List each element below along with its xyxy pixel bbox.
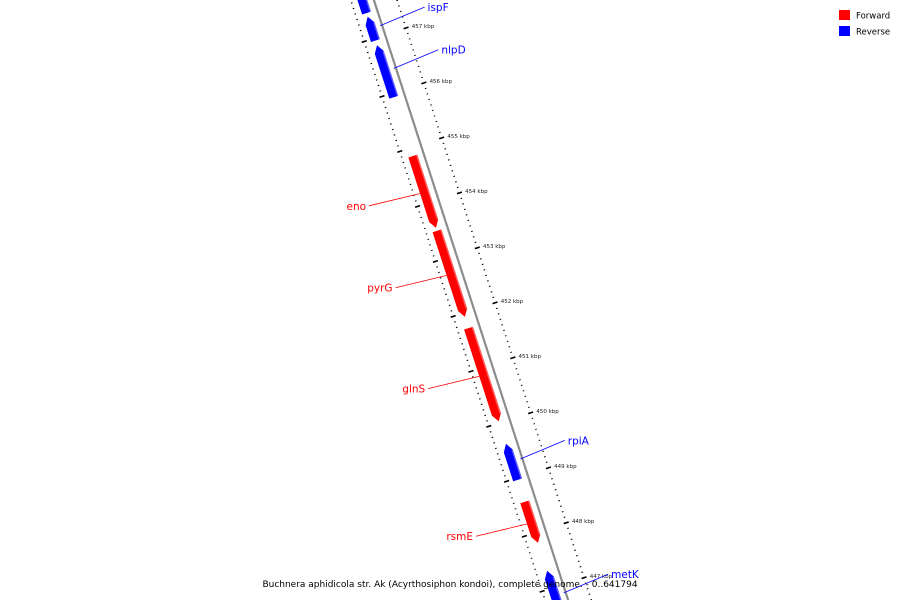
gene-label-eno[interactable]: eno (346, 201, 366, 213)
legend-label-forward: Forward (856, 12, 890, 22)
tick-label: 455 kbp (447, 134, 470, 140)
major-tick (414, 204, 421, 209)
legend-item-reverse: Reverse (839, 26, 890, 38)
gene-bar-glnS[interactable] (463, 325, 502, 423)
gene-eno[interactable] (407, 153, 439, 229)
tick-layer (350, 0, 593, 600)
gene-glnS[interactable] (463, 325, 502, 423)
tick-label: 450 kbp (536, 409, 559, 415)
major-tick (474, 246, 480, 250)
gene-label-rpiA[interactable]: rpiA (568, 435, 590, 447)
legend-label-reverse: Reverse (856, 28, 890, 38)
tick-label: 456 kbp (430, 79, 453, 85)
legend-swatch-reverse (839, 26, 850, 36)
gene-bar-rsmE[interactable] (519, 499, 541, 544)
gene-leader-rpiA (520, 439, 565, 460)
gene-bar-nlpD[interactable] (374, 44, 399, 100)
gene-highlight (511, 449, 523, 480)
tick-label: 449 kbp (554, 464, 577, 470)
tick-label: 452 kbp (501, 299, 524, 305)
major-tick (456, 191, 463, 195)
major-tick (432, 259, 439, 263)
backbone-layer (372, 0, 570, 600)
gene-bar-ispF[interactable] (364, 15, 381, 43)
gene-label-ispF[interactable]: ispF (428, 2, 449, 14)
gene-metK[interactable] (544, 569, 569, 600)
gene-bar-metK[interactable] (544, 569, 569, 600)
gene-leader-metK (563, 573, 609, 594)
gene-highlight (382, 50, 399, 97)
gene-leader-pyrG (395, 275, 447, 289)
tick-label: 453 kbp (483, 244, 506, 250)
gene-leader-rsmE (475, 523, 527, 537)
major-tick (486, 424, 492, 428)
gene-leader-nlpD (393, 49, 439, 69)
major-tick (581, 576, 587, 580)
gene-leader-eno (368, 193, 420, 207)
gene-pyrG[interactable] (431, 228, 468, 318)
genome-backbone (372, 0, 570, 600)
major-tick (379, 94, 385, 99)
gene-leader-ispF (379, 6, 425, 27)
gene-highlight (365, 0, 372, 13)
major-tick (421, 81, 427, 85)
major-tick (468, 369, 474, 373)
gene-ispF[interactable] (364, 15, 381, 43)
gene-highlight (440, 229, 468, 309)
gene-label-rsmE[interactable]: rsmE (446, 531, 473, 543)
gene-label-nlpD[interactable]: nlpD (441, 45, 465, 57)
gene-highlight (373, 22, 381, 40)
tick-label: 457 kbp (412, 24, 435, 30)
gene-layer (356, 0, 569, 600)
major-tick (521, 534, 528, 538)
gene-ispD[interactable] (356, 0, 372, 16)
gene-label-pyrG[interactable]: pyrG (367, 283, 392, 295)
legend-item-forward: Forward (839, 10, 890, 22)
genome-caption: Buchnera aphidicola str. Ak (Acyrthosiph… (262, 580, 637, 590)
major-tick (510, 356, 516, 360)
tick-label: 454 kbp (465, 189, 488, 195)
legend-swatch-forward (839, 10, 850, 20)
gene-label-layer: 457 kbp 456 kbp 455 kbp 454 kbp 453 kbp 452 k… (346, 2, 640, 594)
major-tick (503, 479, 510, 483)
gene-rpiA[interactable] (503, 442, 523, 483)
legend: Forward Reverse (839, 10, 890, 38)
major-tick (438, 136, 445, 140)
major-tick (563, 521, 569, 525)
major-tick (545, 466, 552, 470)
gene-bar-eno[interactable] (407, 153, 439, 229)
gene-highlight (552, 576, 562, 600)
gene-label-metK[interactable]: metK (611, 569, 640, 581)
major-tick (492, 301, 498, 305)
gene-bar-ispD[interactable] (356, 0, 372, 16)
gene-leader-glnS (428, 376, 480, 389)
major-tick (539, 589, 545, 593)
tick-label: 451 kbp (519, 354, 542, 360)
gene-rsmE[interactable] (519, 499, 541, 544)
gene-highlight (527, 500, 541, 535)
gene-label-glnS[interactable]: glnS (402, 384, 425, 396)
major-tick (403, 26, 409, 30)
tick-label: 448 kbp (572, 519, 595, 525)
major-tick (361, 39, 367, 44)
major-tick (527, 411, 534, 415)
gene-highlight (471, 326, 501, 414)
major-tick (450, 314, 456, 318)
gene-highlight (415, 154, 439, 220)
gene-bar-rpiA[interactable] (503, 442, 523, 483)
major-tick (397, 149, 403, 154)
gene-bar-pyrG[interactable] (431, 228, 468, 318)
gene-nlpD[interactable] (374, 44, 399, 100)
